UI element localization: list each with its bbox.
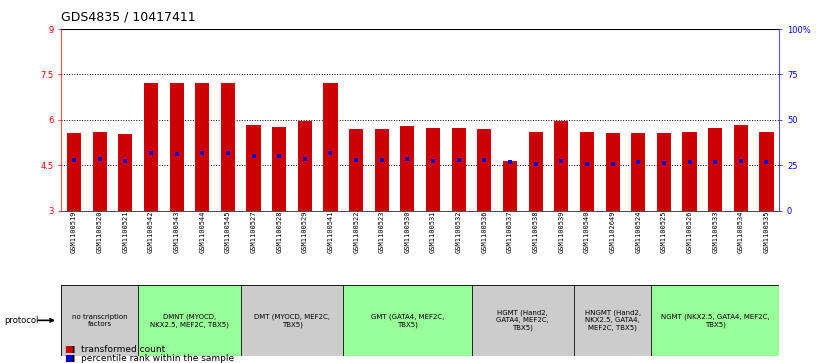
Bar (246, 125, 260, 211)
Text: GSM1100540: GSM1100540 (584, 211, 590, 253)
Text: protocol: protocol (4, 316, 38, 325)
Bar (221, 83, 235, 211)
Text: NGMT (NKX2.5, GATA4, MEF2C,
TBX5): NGMT (NKX2.5, GATA4, MEF2C, TBX5) (661, 313, 769, 327)
Text: DMT (MYOCD, MEF2C,
TBX5): DMT (MYOCD, MEF2C, TBX5) (254, 313, 330, 327)
Bar (118, 134, 132, 211)
Text: GSM1100542: GSM1100542 (148, 211, 154, 253)
Text: GDS4835 / 10417411: GDS4835 / 10417411 (61, 11, 196, 24)
Text: GSM1100543: GSM1100543 (174, 211, 180, 253)
Text: GSM1100535: GSM1100535 (764, 211, 769, 253)
Bar (574, 285, 651, 356)
Bar (241, 285, 344, 356)
Text: HNGMT (Hand2,
NKX2.5, GATA4,
MEF2C, TBX5): HNGMT (Hand2, NKX2.5, GATA4, MEF2C, TBX5… (584, 309, 641, 331)
Bar (451, 128, 466, 211)
Bar (580, 132, 594, 211)
Bar (554, 121, 568, 211)
Bar (92, 132, 107, 211)
Text: GSM1100541: GSM1100541 (327, 211, 334, 253)
Text: GSM1100527: GSM1100527 (251, 211, 256, 253)
Text: GSM1100529: GSM1100529 (302, 211, 308, 253)
Bar (401, 126, 415, 211)
Bar (682, 132, 697, 211)
Text: ■  transformed count: ■ transformed count (61, 345, 166, 354)
Bar (472, 285, 574, 356)
Text: GSM1102649: GSM1102649 (610, 211, 615, 253)
Text: GSM1100531: GSM1100531 (430, 211, 436, 253)
Bar (503, 160, 517, 211)
Text: ■: ■ (64, 345, 72, 354)
Text: ■: ■ (64, 354, 72, 363)
Text: GSM1100533: GSM1100533 (712, 211, 718, 253)
Text: GSM1100545: GSM1100545 (225, 211, 231, 253)
Text: GSM1100532: GSM1100532 (455, 211, 462, 253)
Text: GMT (GATA4, MEF2C,
TBX5): GMT (GATA4, MEF2C, TBX5) (370, 313, 444, 327)
Text: DMNT (MYOCD,
NKX2.5, MEF2C, TBX5): DMNT (MYOCD, NKX2.5, MEF2C, TBX5) (150, 313, 228, 327)
Text: GSM1100530: GSM1100530 (405, 211, 410, 253)
Bar (323, 83, 338, 211)
Text: GSM1100524: GSM1100524 (635, 211, 641, 253)
Text: ■  percentile rank within the sample: ■ percentile rank within the sample (61, 354, 234, 363)
Text: HGMT (Hand2,
GATA4, MEF2C,
TBX5): HGMT (Hand2, GATA4, MEF2C, TBX5) (496, 309, 549, 331)
Text: GSM1100526: GSM1100526 (686, 211, 693, 253)
Bar (708, 128, 722, 211)
Bar (61, 285, 138, 356)
Bar (349, 130, 363, 211)
Bar (631, 134, 645, 211)
Bar (760, 132, 774, 211)
Text: GSM1100539: GSM1100539 (558, 211, 565, 253)
Text: GSM1100521: GSM1100521 (122, 211, 128, 253)
Bar (144, 83, 158, 211)
Bar (657, 134, 671, 211)
Text: GSM1100523: GSM1100523 (379, 211, 385, 253)
Text: GSM1100538: GSM1100538 (533, 211, 539, 253)
Bar (195, 83, 209, 211)
Text: GSM1100536: GSM1100536 (481, 211, 487, 253)
Bar (375, 130, 388, 211)
Bar (67, 134, 81, 211)
Bar (605, 134, 619, 211)
Text: GSM1100525: GSM1100525 (661, 211, 667, 253)
Text: GSM1100522: GSM1100522 (353, 211, 359, 253)
Bar (344, 285, 472, 356)
Bar (272, 127, 286, 211)
Bar (170, 83, 184, 211)
Text: GSM1100537: GSM1100537 (507, 211, 513, 253)
Text: GSM1100534: GSM1100534 (738, 211, 744, 253)
Bar (529, 132, 543, 211)
Bar (651, 285, 779, 356)
Bar (477, 130, 491, 211)
Bar (138, 285, 241, 356)
Bar (298, 121, 312, 211)
Text: GSM1100528: GSM1100528 (276, 211, 282, 253)
Text: GSM1100519: GSM1100519 (71, 211, 77, 253)
Text: no transcription
factors: no transcription factors (72, 314, 127, 327)
Bar (426, 128, 440, 211)
Bar (734, 125, 747, 211)
Text: GSM1100544: GSM1100544 (199, 211, 206, 253)
Text: GSM1100520: GSM1100520 (96, 211, 103, 253)
